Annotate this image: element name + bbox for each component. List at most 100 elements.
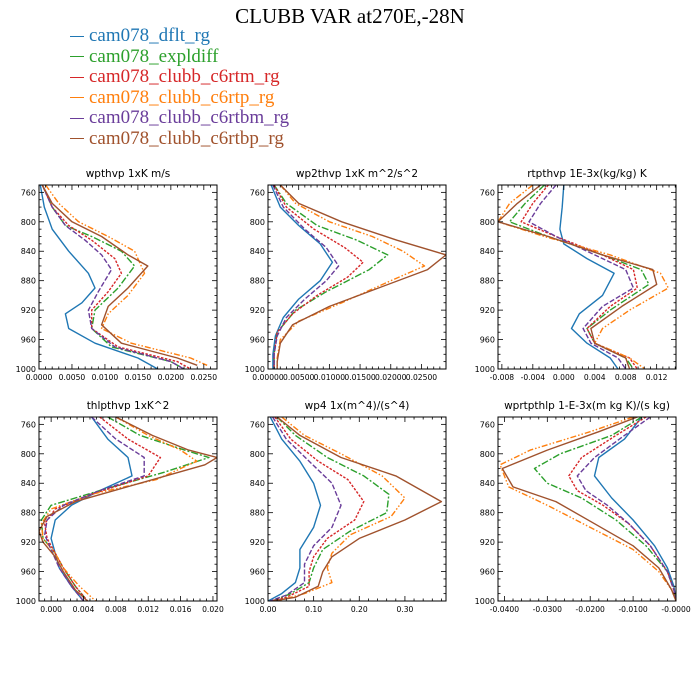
- series-line-cam078_dflt_rg: [39, 185, 159, 369]
- y-tick-label: 960: [21, 336, 36, 345]
- panel-title: wp2thvp 1xK m^2/s^2: [296, 168, 418, 180]
- x-tick-label: -0.004: [521, 373, 546, 382]
- y-tick-label: 760: [480, 188, 495, 197]
- y-tick-label: 1000: [475, 597, 495, 606]
- series-group: [268, 417, 443, 601]
- legend-item: cam078_clubb_c6rtp_rg: [70, 87, 289, 108]
- legend-label: cam078_expldiff: [89, 45, 219, 67]
- legend-label: cam078_clubb_c6rtbm_rg: [89, 107, 290, 128]
- series-line-cam078_expldiff: [40, 417, 210, 601]
- legend-label: cam078_clubb_c6rtp_rg: [89, 86, 275, 108]
- y-tick-label: 760: [250, 420, 265, 429]
- x-tick-label: 0.01500: [344, 373, 376, 382]
- x-tick-label: 0.016: [170, 605, 192, 614]
- legend-item: cam078_clubb_c6rtbp_rg: [70, 128, 289, 149]
- plot-frame: [497, 184, 677, 370]
- plot-frame: [38, 416, 218, 602]
- y-tick-label: 840: [250, 479, 265, 488]
- series-line-cam078_clubb_c6rtbp_rg: [272, 417, 443, 601]
- legend-label: cam078_dflt_rg: [89, 25, 211, 46]
- x-tick-label: -0.0400: [490, 605, 519, 614]
- y-tick-label: 880: [21, 277, 36, 286]
- x-tick-label: 0.10: [305, 605, 322, 614]
- x-tick-label: -0.0100: [618, 605, 647, 614]
- series-line-cam078_expldiff: [273, 185, 389, 369]
- x-tick-label: 0.008: [105, 605, 127, 614]
- legend-swatch: [70, 97, 84, 98]
- y-tick-label: 840: [250, 247, 265, 256]
- series-line-cam078_clubb_c6rtbm_rg: [44, 417, 145, 601]
- series-group: [499, 417, 676, 601]
- series-line-cam078_clubb_c6rtbp_rg: [276, 185, 446, 369]
- series-line-cam078_clubb_c6rtp_rg: [40, 417, 198, 601]
- series-line-cam078_clubb_c6rtm_rg: [41, 185, 191, 369]
- series-line-cam078_dflt_rg: [593, 417, 676, 601]
- series-line-cam078_expldiff: [533, 417, 676, 601]
- series-line-cam078_clubb_c6rtbm_rg: [576, 417, 676, 601]
- y-tick-label: 1000: [475, 365, 495, 374]
- y-tick-label: 840: [21, 479, 36, 488]
- plot-frame: [497, 416, 677, 602]
- x-tick-label: -0.0200: [576, 605, 605, 614]
- x-tick-label: -0.0300: [533, 605, 562, 614]
- x-tick-label: 0.0050: [59, 373, 86, 382]
- legend-swatch: [70, 56, 84, 57]
- series-group: [39, 185, 208, 369]
- x-tick-label: 0.004: [73, 605, 95, 614]
- y-tick-label: 960: [250, 336, 265, 345]
- legend-label: cam078_clubb_c6rtm_rg: [89, 66, 280, 87]
- y-tick-label: 840: [480, 247, 495, 256]
- y-tick-label: 880: [480, 509, 495, 518]
- x-tick-label: 0.0100: [92, 373, 119, 382]
- legend-item: cam078_dflt_rg: [70, 25, 289, 46]
- series-line-cam078_expldiff: [272, 417, 390, 601]
- plot-frame: [267, 184, 447, 370]
- y-tick-label: 960: [21, 568, 36, 577]
- x-tick-label: -0.0000: [661, 605, 690, 614]
- legend-item: cam078_clubb_c6rtbm_rg: [70, 107, 289, 128]
- panel-1: wpthvp 1xK m/s76080084088092096010000.00…: [16, 168, 218, 382]
- x-tick-label: 0.30: [396, 605, 413, 614]
- plot-frame: [267, 416, 447, 602]
- x-tick-label: 0.0150: [125, 373, 152, 382]
- series-line-cam078_clubb_c6rtbm_rg: [41, 185, 185, 369]
- panel-title: thlpthvp 1xK^2: [87, 400, 170, 412]
- legend-label: cam078_clubb_c6rtbp_rg: [89, 127, 284, 149]
- x-tick-label: 0.20: [351, 605, 368, 614]
- panel-2: wp2thvp 1xK m^2/s^2 760 800 840 880 920 960 100…: [245, 168, 447, 382]
- y-tick-label: 920: [480, 538, 495, 547]
- panel-title: rtpthvp 1E-3x(kg/kg) K: [527, 168, 648, 180]
- series-group: [270, 185, 446, 369]
- y-tick-label: 1000: [245, 597, 265, 606]
- y-tick-label: 880: [480, 277, 495, 286]
- x-tick-label: 0.02500: [406, 373, 438, 382]
- y-tick-label: 800: [480, 218, 495, 227]
- series-line-cam078_clubb_c6rtm_rg: [520, 185, 638, 369]
- series-line-cam078_clubb_c6rtm_rg: [273, 185, 364, 369]
- legend: cam078_dflt_rg cam078_expldiff cam078_club…: [70, 25, 289, 149]
- x-tick-label: 0.00500: [283, 373, 315, 382]
- x-tick-label: -0.008: [490, 373, 515, 382]
- series-line-cam078_clubb_c6rtbp_rg: [41, 185, 198, 366]
- x-tick-label: 0.0250: [191, 373, 218, 382]
- series-line-cam078_expldiff: [508, 185, 650, 369]
- y-tick-label: 800: [480, 450, 495, 459]
- series-line-cam078_clubb_c6rtbp_rg: [498, 185, 658, 369]
- series-line-cam078_clubb_c6rtp_rg: [45, 185, 208, 366]
- panel-5: wp4 1x(m^4)/(s^4)76080084088092096010000…: [245, 400, 447, 614]
- x-tick-label: 0.012: [137, 605, 159, 614]
- y-tick-label: 760: [250, 188, 265, 197]
- legend-item: cam078_clubb_c6rtm_rg: [70, 66, 289, 87]
- series-line-cam078_expldiff: [41, 185, 185, 369]
- y-tick-label: 1000: [245, 365, 265, 374]
- y-tick-label: 800: [21, 218, 36, 227]
- panel-title: wp4 1x(m^4)/(s^4): [305, 400, 410, 412]
- y-tick-label: 760: [21, 420, 36, 429]
- y-tick-label: 920: [21, 538, 36, 547]
- series-line-cam078_clubb_c6rtp_rg: [498, 185, 669, 369]
- x-tick-label: 0.01000: [314, 373, 346, 382]
- series-line-cam078_clubb_c6rtbm_rg: [528, 185, 635, 369]
- legend-swatch: [70, 138, 84, 139]
